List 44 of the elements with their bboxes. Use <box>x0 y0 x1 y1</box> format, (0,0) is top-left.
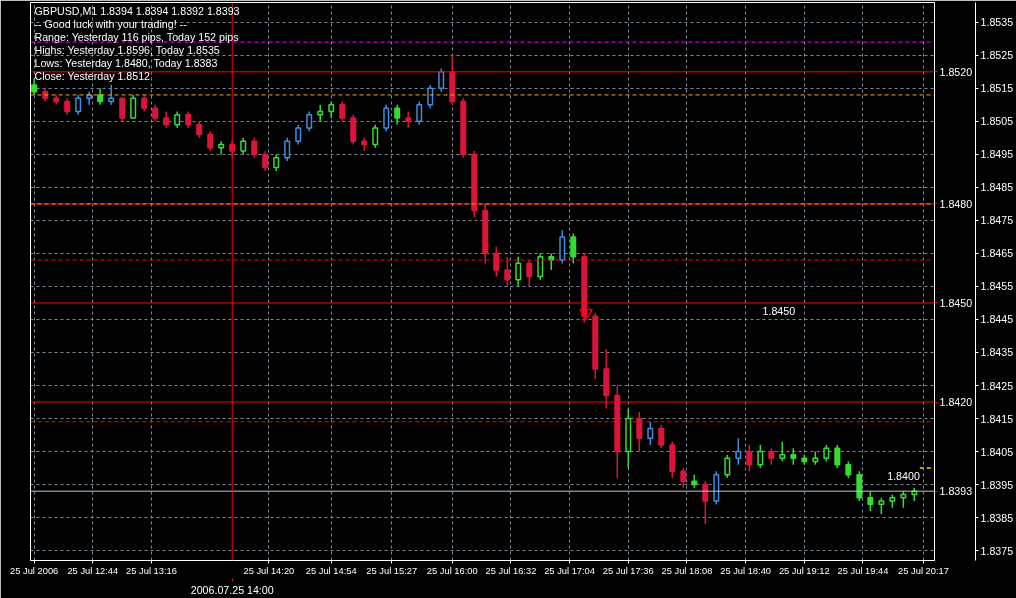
y-tick-label: 1.8455 <box>980 280 1014 293</box>
y-tick-label: 1.8415 <box>980 412 1014 425</box>
x-tick-label: 25 Jul 13:16 <box>126 565 177 576</box>
y-tick-label: 1.8395 <box>980 478 1014 491</box>
x-tick-label: 25 Jul 14:20 <box>243 565 295 576</box>
x-tick-label: 25 Jul 18:08 <box>661 565 713 576</box>
y-tick-label: 1.8445 <box>980 313 1014 326</box>
x-tick-label: 25 Jul 19:12 <box>778 565 830 576</box>
y-tick-label: 1.8375 <box>980 544 1014 557</box>
y-tick-label: 1.8465 <box>980 247 1014 260</box>
x-tick-label: 25 Jul 16:00 <box>426 565 478 576</box>
y-tick-label: 1.8525 <box>980 49 1014 62</box>
annotation: -- Good luck with your trading! -- <box>34 17 188 30</box>
y-tick-label: 1.8435 <box>980 346 1014 359</box>
ref-line-label: 1.8520 <box>939 65 973 78</box>
x-tick-label: 25 Jul 15:27 <box>366 565 418 576</box>
y-tick-label: 1.8515 <box>980 82 1014 95</box>
y-tick-label: 1.8475 <box>980 214 1014 227</box>
x-tick-label: 25 Jul 2006 <box>10 565 59 576</box>
x-tick-label: 25 Jul 17:04 <box>544 565 596 576</box>
y-tick-label: 1.8385 <box>980 511 1014 524</box>
x-tick-label: 25 Jul 16:32 <box>485 565 537 576</box>
annotation: 1.8400 <box>887 470 920 483</box>
y-tick-label: 1.8425 <box>980 379 1014 392</box>
ref-line-label: 1.8480 <box>939 197 973 210</box>
annotation: Close: Yesterday 1.8512 <box>34 69 151 82</box>
x-tick-label: 25 Jul 12:44 <box>67 565 119 576</box>
y-tick-label: 1.8495 <box>980 148 1014 161</box>
x-tick-label: 25 Jul 18:40 <box>720 565 772 576</box>
y-tick-label: 1.8405 <box>980 445 1014 458</box>
y-tick-label: 1.8535 <box>980 16 1014 29</box>
x-tick-label: 25 Jul 17:36 <box>602 565 654 576</box>
ref-line-label: 1.8450 <box>939 296 973 309</box>
y-tick-label: 1.8485 <box>980 181 1014 194</box>
x-tick-label: 25 Jul 19:44 <box>837 565 889 576</box>
y-tick-label: 1.8505 <box>980 115 1014 128</box>
x-tick-label: 25 Jul 14:54 <box>305 565 357 576</box>
x-tick-label: 25 Jul 20:17 <box>898 565 949 576</box>
ref-line-label: 1.8420 <box>939 396 973 409</box>
annotation: Highs: Yesterday 1.8596, Today 1.8535 <box>34 43 220 56</box>
annotation: Lows: Yesterday 1.8480, Today 1.8383 <box>34 56 218 69</box>
annotation: 1.8450 <box>762 304 796 317</box>
ref-line-label: 1.8393 <box>939 485 973 498</box>
ref-line-label: 2006.07.25 14:00 <box>190 583 274 596</box>
